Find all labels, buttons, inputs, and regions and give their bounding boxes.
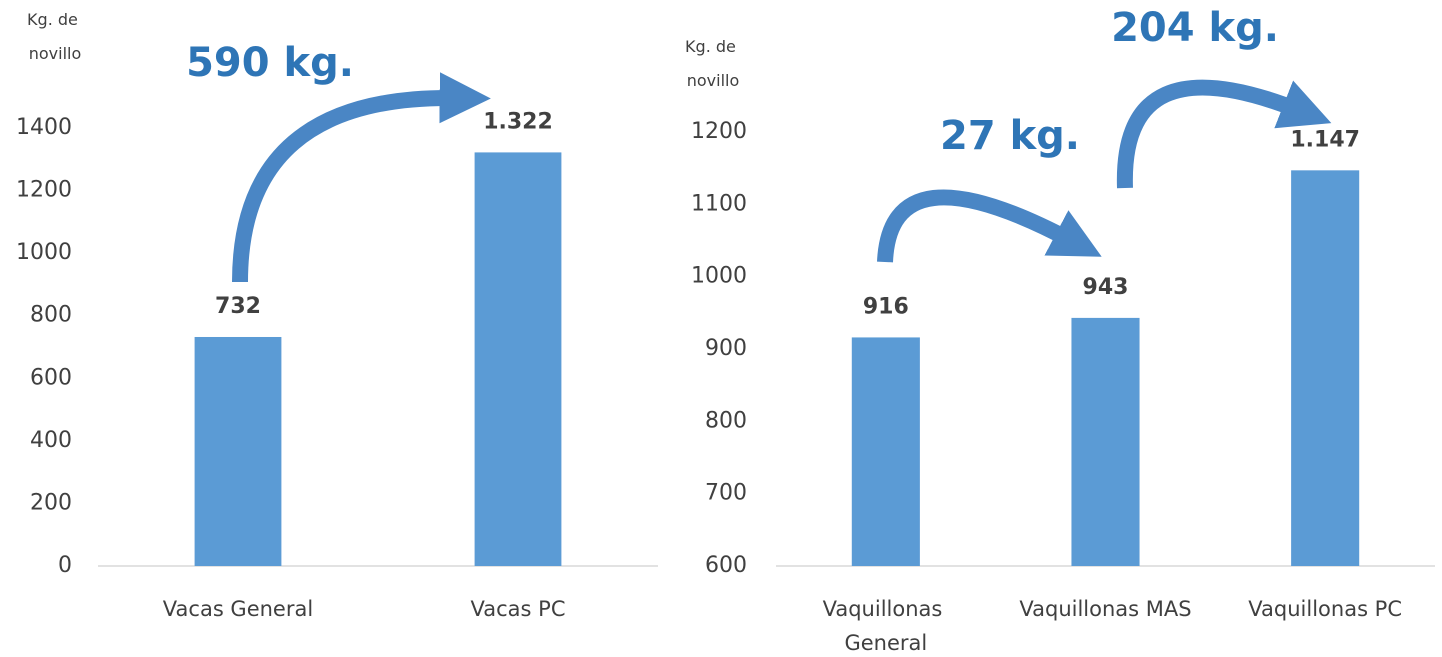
y-tick-label: 800 xyxy=(705,408,747,433)
bar xyxy=(194,336,282,566)
y-tick-label: 200 xyxy=(30,490,72,515)
y-tick-label: 1000 xyxy=(16,240,72,265)
arrow xyxy=(877,189,1102,263)
x-tick-label: Vaquillonas General xyxy=(823,597,949,655)
x-tick-label: Vaquillonas MAS xyxy=(1019,597,1191,621)
arrow xyxy=(232,72,491,283)
annotation: 27 kg. xyxy=(940,113,1080,159)
y-tick-label: 700 xyxy=(705,481,747,506)
y-tick-label: 1000 xyxy=(691,264,747,289)
y-tick-label: 600 xyxy=(705,553,747,578)
y-axis-title: Kg. de novillo xyxy=(27,10,83,63)
bar xyxy=(851,337,920,566)
y-tick-label: 600 xyxy=(30,365,72,390)
data-label: 1.322 xyxy=(483,109,553,134)
y-tick-label: 900 xyxy=(705,336,747,361)
x-tick-label: Vaquillonas PC xyxy=(1248,597,1402,621)
y-tick-label: 1200 xyxy=(16,178,72,203)
y-tick-label: 0 xyxy=(58,553,72,578)
x-tick-label: Vacas General xyxy=(163,597,313,621)
bar xyxy=(1071,317,1140,566)
y-tick-label: 800 xyxy=(30,303,72,328)
y-tick-label: 400 xyxy=(30,428,72,453)
x-tick-label: Vacas PC xyxy=(471,597,566,621)
y-tick-label: 1100 xyxy=(691,191,747,216)
data-label: 1.147 xyxy=(1290,127,1360,152)
data-label: 916 xyxy=(863,294,909,319)
bar xyxy=(474,152,562,566)
annotation: 204 kg. xyxy=(1111,5,1279,51)
arrow xyxy=(1116,79,1332,189)
y-axis-title: Kg. de novillo xyxy=(685,37,741,90)
y-tick-label: 1400 xyxy=(16,115,72,140)
data-label: 943 xyxy=(1083,275,1129,300)
data-label: 732 xyxy=(215,294,261,319)
y-tick-label: 1200 xyxy=(691,119,747,144)
annotation: 590 kg. xyxy=(186,40,354,86)
bar xyxy=(1291,170,1360,566)
